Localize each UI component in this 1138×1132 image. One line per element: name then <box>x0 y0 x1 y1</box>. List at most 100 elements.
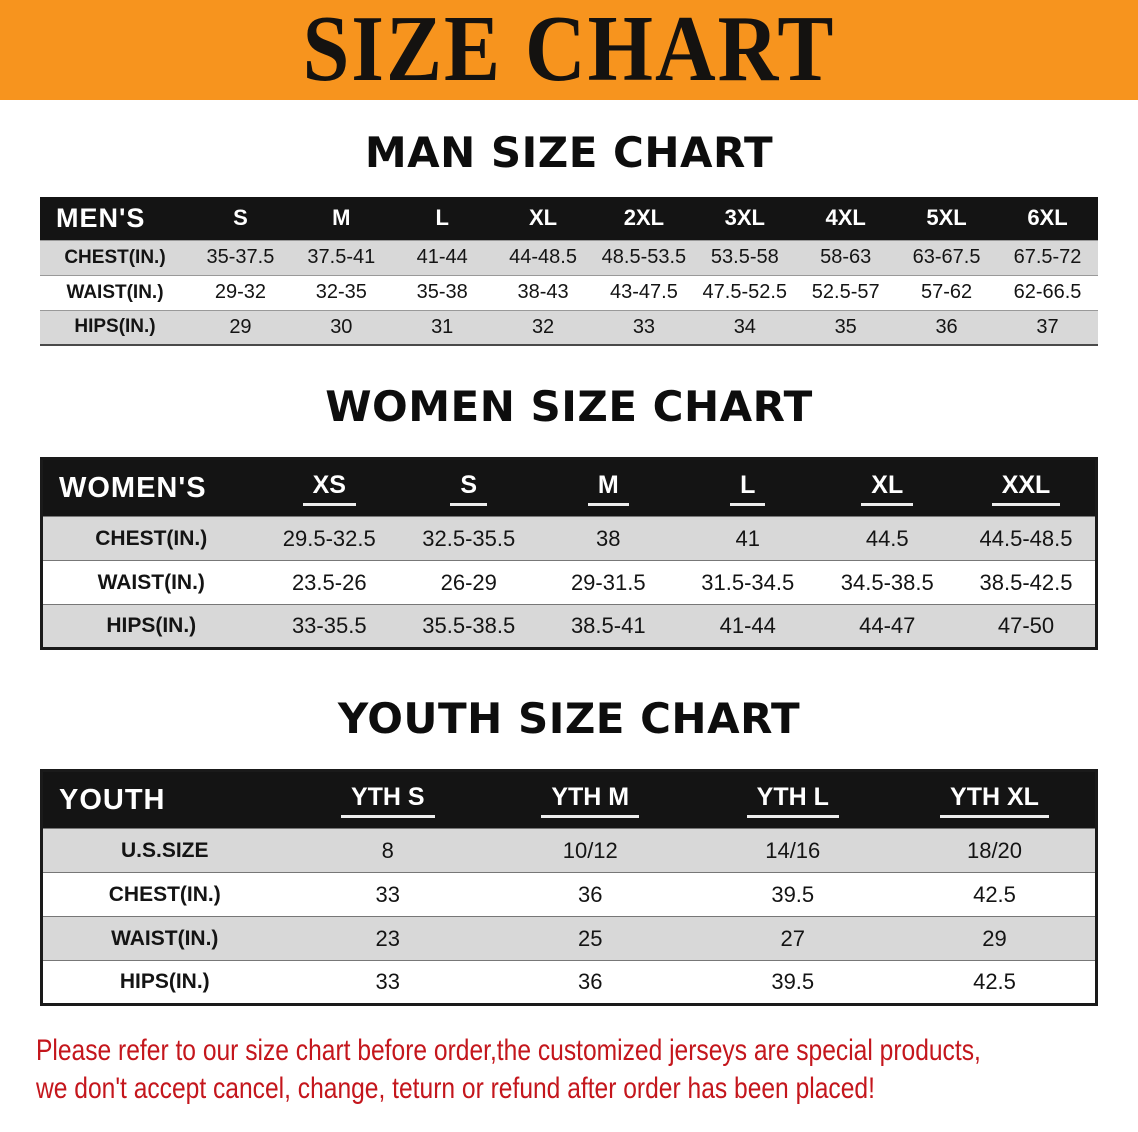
measurement-value: 26-29 <box>399 560 539 605</box>
size-column-header-text: 6XL <box>1027 205 1068 231</box>
measurement-value: 47.5-52.5 <box>694 274 796 310</box>
size-column-header: M <box>290 197 392 240</box>
size-column-header: 5XL <box>896 197 997 240</box>
size-column-header-text: M <box>587 470 629 506</box>
header-row: YOUTH YTH S YTH M YTH L YTH XL <box>41 770 1097 829</box>
measurement-value: 34.5-38.5 <box>817 560 957 605</box>
measurement-value: 37.5-41 <box>290 239 392 275</box>
measurement-value: 23.5-26 <box>259 560 399 605</box>
size-column-header: L <box>678 458 818 517</box>
size-column-header-text: S <box>450 470 488 506</box>
measurement-value: 32-35 <box>290 274 392 310</box>
size-column-header-text: 5XL <box>926 205 967 231</box>
women-section-heading: WOMEN SIZE CHART <box>325 382 813 431</box>
measurement-value: 38 <box>538 516 678 561</box>
disclaimer-line-1: Please refer to our size chart before or… <box>36 1034 981 1067</box>
measurement-label: HIPS(IN.) <box>41 604 260 649</box>
size-column-header: 3XL <box>694 197 796 240</box>
measurement-value: 23 <box>286 916 489 961</box>
size-column-header: 6XL <box>997 197 1098 240</box>
measurement-row: U.S.SIZE 8 10/12 14/16 18/20 <box>41 828 1097 873</box>
measurement-value: 33 <box>286 872 489 917</box>
measurement-row: CHEST(IN.) 35-37.5 37.5-41 41-44 44-48.5 48.5… <box>40 239 1098 275</box>
measurement-value: 48.5-53.5 <box>593 239 695 275</box>
measurement-value: 10/12 <box>489 828 692 873</box>
measurement-value: 38.5-42.5 <box>957 560 1097 605</box>
measurement-value: 44-47 <box>817 604 957 649</box>
size-column-header-text: S <box>233 205 248 231</box>
measurement-row: WAIST(IN.) 23.5-26 26-29 29-31.5 31.5-34.5 34… <box>41 560 1097 605</box>
measurement-value: 36 <box>896 309 997 345</box>
youth-section-heading: YOUTH SIZE CHART <box>337 694 801 743</box>
size-column-header-text: XL <box>529 205 558 231</box>
size-column-header: YTH S <box>286 770 489 829</box>
measurement-value: 57-62 <box>896 274 997 310</box>
measurement-value: 32.5-35.5 <box>399 516 539 561</box>
measurement-value: 31.5-34.5 <box>678 560 818 605</box>
size-column-header: XS <box>259 458 399 517</box>
disclaimer-line-2: we don't accept cancel, change, teturn o… <box>36 1072 875 1106</box>
table-corner-label: MEN'S <box>40 197 190 240</box>
measurement-value: 29-32 <box>190 274 291 310</box>
measurement-value: 35.5-38.5 <box>399 604 539 649</box>
measurement-value: 58-63 <box>795 239 897 275</box>
size-column-header-text: YTH M <box>541 782 640 818</box>
measurement-value: 35 <box>795 309 897 345</box>
measurement-row: WAIST(IN.) 23 25 27 29 <box>41 916 1097 961</box>
size-column-header: XXL <box>957 458 1097 517</box>
measurement-value: 29.5-32.5 <box>259 516 399 561</box>
measurement-value: 18/20 <box>894 828 1097 873</box>
measurement-label: WAIST(IN.) <box>41 560 260 605</box>
size-column-header: L <box>391 197 493 240</box>
measurement-row: CHEST(IN.) 29.5-32.5 32.5-35.5 38 41 44.5 44.5… <box>41 516 1097 561</box>
measurement-value: 44.5-48.5 <box>957 516 1097 561</box>
size-column-header-text: YTH XL <box>940 782 1049 818</box>
size-column-header-text: XXL <box>991 470 1061 506</box>
measurement-value: 31 <box>391 309 493 345</box>
measurement-value: 43-47.5 <box>593 274 695 310</box>
measurement-label: U.S.SIZE <box>41 828 287 873</box>
measurement-value: 36 <box>489 872 692 917</box>
measurement-value: 62-66.5 <box>997 274 1098 310</box>
size-chart-page: SIZE CHART MAN SIZE CHART MEN'S S M L XL 2XL 3… <box>0 0 1138 1106</box>
measurement-value: 41-44 <box>391 239 493 275</box>
measurement-row: HIPS(IN.) 33 36 39.5 42.5 <box>41 960 1097 1005</box>
size-column-header: S <box>190 197 291 240</box>
measurement-value: 67.5-72 <box>997 239 1098 275</box>
men-size-table: MEN'S S M L XL 2XL 3XL 4XL 5XL 6XL CHEST(IN.) 35-37… <box>40 197 1098 346</box>
size-column-header: 2XL <box>593 197 695 240</box>
measurement-label: HIPS(IN.) <box>40 309 190 345</box>
measurement-value: 14/16 <box>691 828 894 873</box>
measurement-label: CHEST(IN.) <box>41 872 287 917</box>
women-size-table: WOMEN'S XS S M L XL XXL CHEST(IN.) 29.5-32.5 32.5… <box>40 457 1098 650</box>
measurement-label: WAIST(IN.) <box>41 916 287 961</box>
measurement-value: 63-67.5 <box>896 239 997 275</box>
size-column-header: M <box>538 458 678 517</box>
men-size-section: MAN SIZE CHART MEN'S S M L XL 2XL 3XL 4XL 5XL 6XL… <box>0 128 1138 346</box>
measurement-value: 33 <box>593 309 695 345</box>
measurement-value: 53.5-58 <box>694 239 796 275</box>
size-column-header: XL <box>817 458 957 517</box>
measurement-value: 27 <box>691 916 894 961</box>
measurement-value: 37 <box>997 309 1098 345</box>
measurement-row: HIPS(IN.) 33-35.5 35.5-38.5 38.5-41 41-44 44-… <box>41 604 1097 649</box>
header-row: WOMEN'S XS S M L XL XXL <box>41 458 1097 517</box>
size-column-header-text: M <box>332 205 351 231</box>
measurement-value: 29 <box>190 309 291 345</box>
header-row: MEN'S S M L XL 2XL 3XL 4XL 5XL 6XL <box>40 197 1098 240</box>
measurement-value: 33-35.5 <box>259 604 399 649</box>
measurement-row: HIPS(IN.) 29 30 31 32 33 34 35 36 37 <box>40 309 1098 345</box>
size-column-header-text: L <box>435 205 449 231</box>
size-column-header-text: L <box>730 470 766 506</box>
measurement-value: 30 <box>290 309 392 345</box>
size-column-header-text: 2XL <box>623 205 665 231</box>
size-column-header-text: XS <box>302 470 356 506</box>
measurement-label: CHEST(IN.) <box>40 239 190 275</box>
size-column-header: YTH M <box>489 770 692 829</box>
title-banner: SIZE CHART <box>0 0 1138 100</box>
size-column-header: YTH L <box>691 770 894 829</box>
measurement-value: 34 <box>694 309 796 345</box>
measurement-value: 41 <box>678 516 818 561</box>
measurement-value: 39.5 <box>691 872 894 917</box>
measurement-label: CHEST(IN.) <box>41 516 260 561</box>
